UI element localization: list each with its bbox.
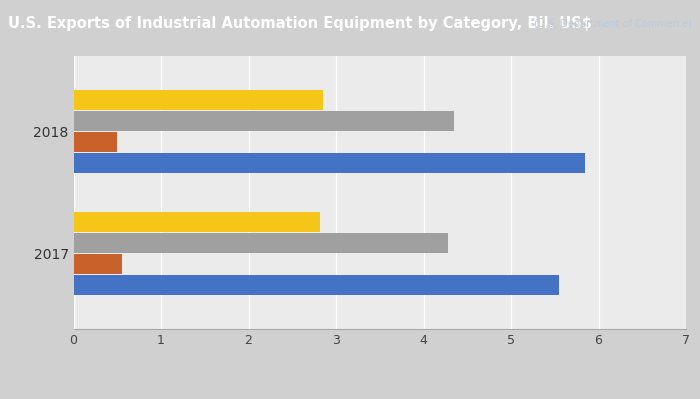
Bar (74, 90, 323, 110)
Bar (74, 275, 559, 295)
Bar (74, 254, 122, 274)
Text: (U.S. Department of Commerce): (U.S. Department of Commerce) (534, 19, 692, 29)
Bar (74, 111, 454, 131)
Bar (74, 132, 118, 152)
Text: U.S. Exports of Industrial Automation Equipment by Category, Bil. US$: U.S. Exports of Industrial Automation Eq… (8, 16, 592, 32)
Bar (74, 233, 448, 253)
Bar (74, 212, 321, 232)
Bar (74, 153, 585, 173)
